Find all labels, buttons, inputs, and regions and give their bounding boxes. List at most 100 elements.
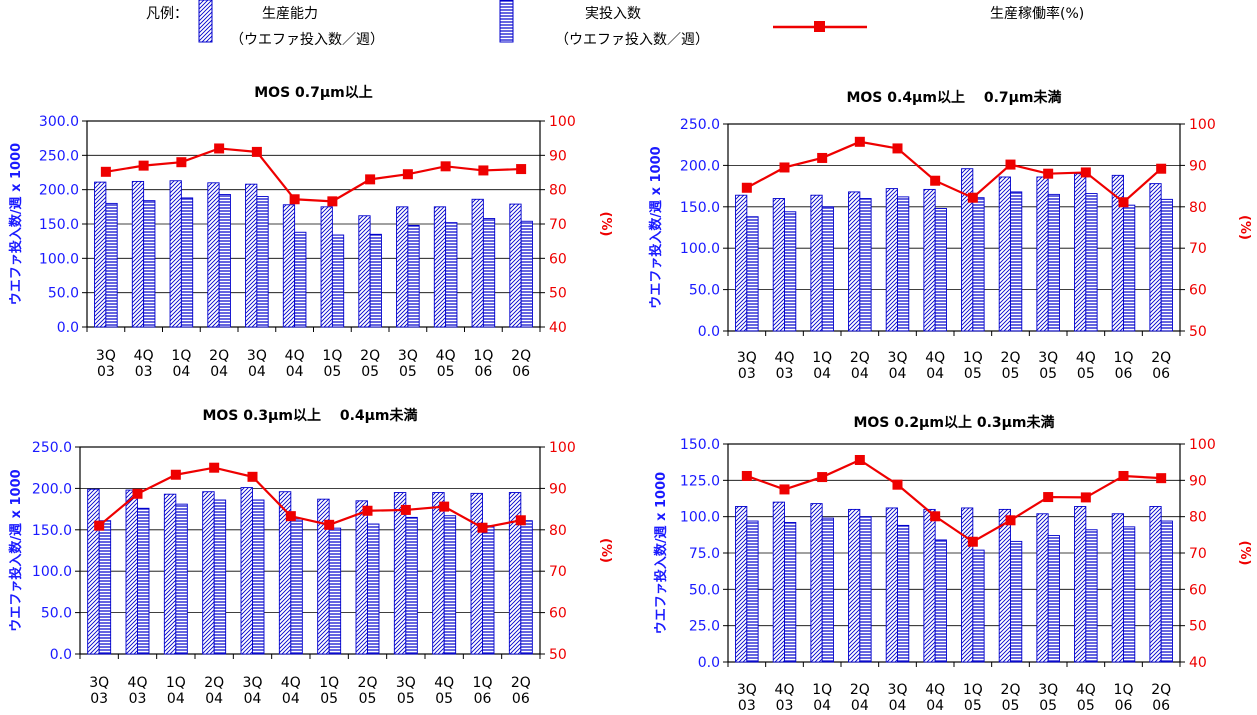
x-tick-label: 3Q (243, 675, 263, 691)
x-tick-label-year: 05 (435, 691, 453, 707)
bar-actual (1011, 541, 1022, 662)
x-tick-label: 3Q (247, 348, 267, 364)
utilization-marker (1081, 492, 1091, 502)
x-tick-label-year: 04 (813, 698, 831, 714)
bar-actual (444, 516, 456, 654)
y2-tick-label: 60 (1189, 283, 1207, 299)
bar-capacity (510, 204, 521, 327)
x-tick-label: 1Q (812, 350, 832, 366)
bar-actual (257, 197, 268, 327)
legend-actual-sub: （ウエファ投入数／週） (555, 32, 709, 48)
x-tick-label: 1Q (166, 675, 186, 691)
x-tick-label: 3Q (398, 348, 418, 364)
x-tick-label-year: 03 (135, 364, 153, 380)
bar-actual (99, 521, 111, 654)
x-tick-label-year: 06 (1152, 698, 1170, 714)
bar-actual (973, 550, 984, 662)
bar-capacity (773, 502, 784, 662)
legend-capacity-name: 生産能力 (262, 6, 318, 22)
utilization-marker (930, 511, 940, 521)
bar-actual (1048, 194, 1059, 331)
legend-swatch-capacity (199, 0, 212, 42)
utilization-marker (133, 489, 143, 499)
bar-actual (822, 518, 833, 662)
bar-actual (406, 517, 418, 654)
y-tick-label: 0.0 (50, 647, 72, 663)
x-tick-label-year: 06 (474, 691, 492, 707)
y2-tick-label: 100 (549, 440, 576, 456)
x-tick-label: 1Q (473, 675, 493, 691)
utilization-marker (968, 537, 978, 547)
x-tick-label: 2Q (511, 675, 531, 691)
y2-tick-label: 50 (1189, 619, 1207, 635)
y2-tick-label: 40 (1189, 655, 1207, 671)
x-tick-label: 3Q (737, 350, 757, 366)
x-tick-label-year: 05 (1002, 366, 1020, 382)
utilization-marker (209, 463, 219, 473)
utilization-marker (893, 480, 903, 490)
y-tick-label: 0.0 (698, 655, 720, 671)
x-tick-label-year: 05 (1002, 698, 1020, 714)
bar-actual (1048, 536, 1059, 662)
y2-tick-label: 90 (549, 148, 567, 164)
x-tick-label: 1Q (171, 348, 191, 364)
legend-swatch-utilization-marker (814, 21, 825, 32)
bar-capacity (849, 509, 860, 662)
x-tick-label: 4Q (134, 348, 154, 364)
bar-actual (483, 219, 494, 327)
x-tick-label-year: 03 (90, 691, 108, 707)
y-tick-label: 150.0 (32, 523, 72, 539)
legend-capacity-sub: （ウエファ投入数／週） (230, 32, 384, 48)
bar-actual (332, 235, 343, 327)
x-tick-label-year: 04 (167, 691, 185, 707)
bar-actual (483, 526, 495, 654)
bar-actual (521, 521, 533, 654)
x-tick-label-year: 05 (361, 364, 379, 380)
utilization-marker (1119, 471, 1129, 481)
bar-capacity (283, 205, 294, 327)
x-tick-label-year: 04 (851, 366, 869, 382)
utilization-marker (286, 511, 296, 521)
y2-axis-label: (%) (1237, 215, 1252, 240)
bar-actual (370, 234, 381, 327)
utilization-marker (1006, 515, 1016, 525)
x-tick-label: 3Q (737, 682, 757, 698)
utilization-marker (742, 471, 752, 481)
y2-tick-label: 70 (549, 564, 567, 580)
utilization-marker (968, 193, 978, 203)
utilization-marker (478, 165, 488, 175)
y2-axis-label: (%) (598, 538, 613, 563)
bar-capacity (1037, 514, 1048, 662)
x-tick-label-year: 04 (851, 698, 869, 714)
x-tick-label-year: 04 (926, 366, 944, 382)
bar-actual (291, 519, 303, 654)
x-tick-label-year: 06 (474, 364, 492, 380)
bar-actual (1011, 192, 1022, 331)
bar-actual (822, 207, 833, 331)
utilization-marker (176, 157, 186, 167)
y2-tick-label: 70 (1189, 546, 1207, 562)
bar-actual (860, 517, 871, 662)
x-tick-label-year: 05 (1039, 366, 1057, 382)
x-tick-label-year: 05 (964, 698, 982, 714)
x-tick-label-year: 04 (813, 366, 831, 382)
y2-tick-label: 50 (549, 647, 567, 663)
bar-actual (747, 217, 758, 331)
bar-actual (935, 540, 946, 662)
utilization-marker (780, 484, 790, 494)
chart-title: MOS 0.2μm以上 0.3μm未満 (853, 414, 1054, 431)
y2-tick-label: 50 (549, 286, 567, 302)
bar-capacity (811, 195, 822, 331)
x-tick-label-year: 05 (437, 364, 455, 380)
x-tick-label-year: 04 (248, 364, 266, 380)
utilization-marker (403, 169, 413, 179)
x-tick-label-year: 04 (205, 691, 223, 707)
x-tick-label: 2Q (360, 348, 380, 364)
bar-actual (1161, 199, 1172, 331)
x-tick-label: 1Q (1114, 682, 1134, 698)
bar-actual (1161, 521, 1172, 662)
utilization-marker (1156, 473, 1166, 483)
legend-utilization-name: 生産稼働率(%) (990, 5, 1084, 22)
y-tick-label: 100.0 (680, 510, 720, 526)
chart-mos-04-07um: MOS 0.4μm以上 0.7μm未満 0.0 50.0 100.0 150.0 200.… (640, 75, 1257, 395)
